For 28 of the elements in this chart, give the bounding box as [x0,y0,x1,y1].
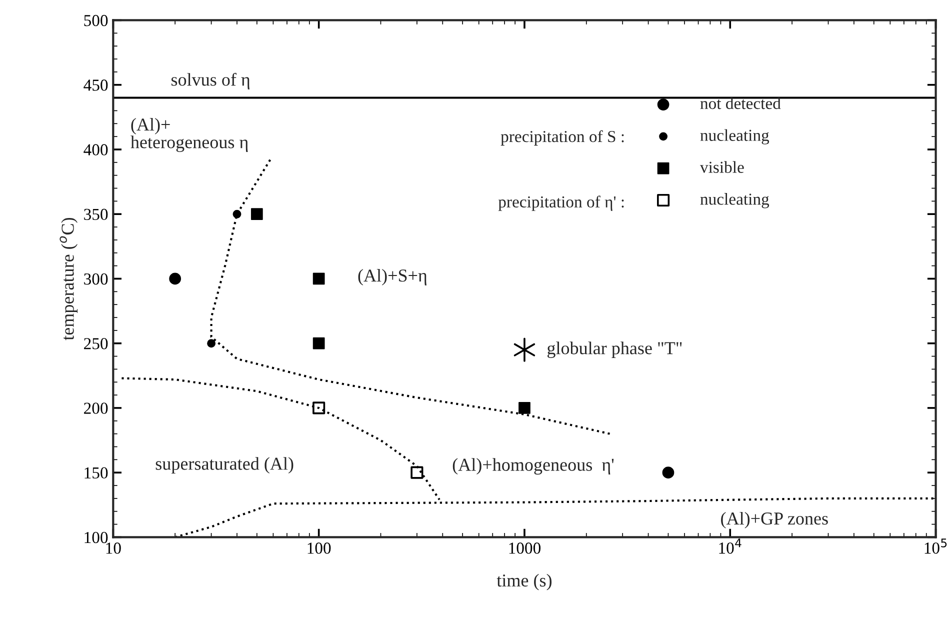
x-tick-label: 100 [308,542,331,554]
y-tick-label: 350 [84,208,108,220]
legend-label: visible [700,161,744,173]
annotation: supersaturated (Al) [156,457,294,474]
x-tick-label: 10 [106,542,121,554]
annotation: (Al)+ heterogeneous η [130,118,248,152]
legend-label: not detected [700,97,781,110]
x-tick-label: 10$^{4}$ [719,538,742,554]
x-tick-label: 10$^{5}$ [924,538,947,554]
annotation: precipitation of S : [500,130,624,146]
series-label: globular phase "T" [547,342,682,358]
y-tick-label: 300 [84,273,108,285]
y-tick-label: 500 [84,14,108,26]
y-tick-label: 400 [84,144,108,156]
y-tick-label: 450 [84,80,108,91]
y-axis-title: temperature ($^{o}$C) [60,218,78,340]
y-tick-label: 150 [84,467,108,479]
annotation: (Al)+GP zones [721,512,828,528]
ref-line-label: solvus of η [171,72,250,90]
y-tick-label: 250 [84,338,108,350]
annotation: (Al)+S+η [358,268,426,286]
legend-label: nucleating [700,129,770,144]
x-tick-label: 1000 [509,542,541,554]
legend-label: nucleating [700,193,770,208]
y-tick-label: 200 [84,402,108,414]
x-axis-title: time (s) [496,574,552,590]
annotation: precipitation of η' : [498,196,624,211]
annotation: (Al)+homogeneous η' [452,458,614,475]
